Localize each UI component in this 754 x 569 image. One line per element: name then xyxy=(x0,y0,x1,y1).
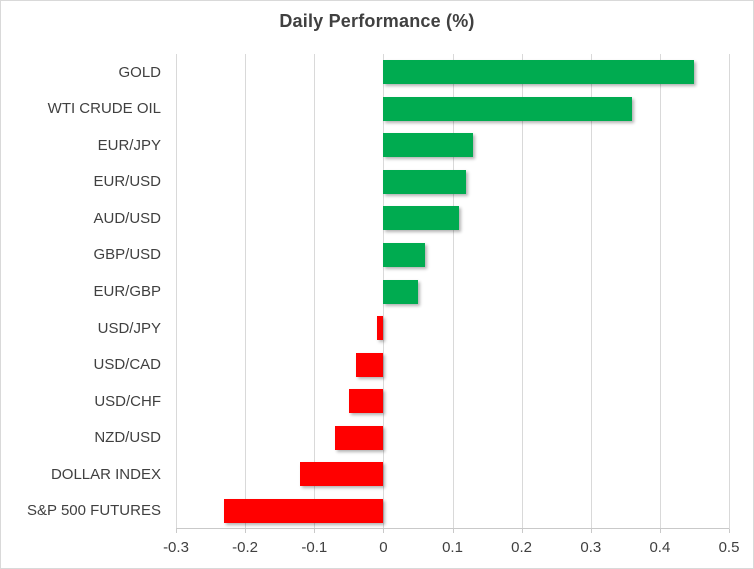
x-tick-label--0.1: -0.1 xyxy=(301,539,328,556)
gridline-0.5 xyxy=(729,54,730,529)
bar-dollar-index xyxy=(300,462,384,487)
gridline--0.3 xyxy=(176,54,177,529)
x-tick-label--0.2: -0.2 xyxy=(232,539,259,556)
category-label-s-p-500-futures: S&P 500 FUTURES xyxy=(27,502,161,520)
bar-nzd-usd xyxy=(335,425,384,450)
gridline--0.1 xyxy=(314,54,316,529)
axis-tick-0.5 xyxy=(729,529,730,533)
x-tick-label-0.2: 0.2 xyxy=(511,539,533,556)
bar-eur-usd xyxy=(383,169,467,194)
axis-tick-0.1 xyxy=(452,529,454,533)
x-tick-label-0.1: 0.1 xyxy=(442,539,463,556)
bar-eur-gbp xyxy=(383,279,418,304)
category-label-eur-usd: EUR/USD xyxy=(93,173,161,191)
bar-wti-crude-oil xyxy=(383,96,633,121)
gridline-0.3 xyxy=(590,54,592,529)
category-label-wti-crude-oil: WTI CRUDE OIL xyxy=(47,100,161,118)
gridline-0.4 xyxy=(659,54,661,529)
bar-s-p-500-futures xyxy=(224,498,384,523)
category-label-gbp-usd: GBP/USD xyxy=(93,246,161,264)
bar-aud-usd xyxy=(383,206,460,231)
category-label-usd-cad: USD/CAD xyxy=(93,356,161,374)
x-tick-label-0: 0 xyxy=(379,539,388,556)
gridline--0.2 xyxy=(245,54,247,529)
bar-usd-cad xyxy=(355,352,384,377)
axis-tick-0.3 xyxy=(590,529,592,533)
axis-tick-0.2 xyxy=(521,529,523,533)
x-axis-line xyxy=(176,528,729,529)
gridline-0.2 xyxy=(521,54,523,529)
axis-tick--0.2 xyxy=(245,529,247,533)
category-label-usd-chf: USD/CHF xyxy=(94,392,161,410)
plot-area xyxy=(176,54,730,533)
bar-usd-jpy xyxy=(376,316,384,340)
bar-eur-jpy xyxy=(383,133,474,158)
bar-gbp-usd xyxy=(383,243,425,267)
axis-tick-0 xyxy=(383,529,385,533)
category-label-aud-usd: AUD/USD xyxy=(93,209,161,227)
gridline-0.1 xyxy=(452,54,454,529)
x-tick-label--0.3: -0.3 xyxy=(163,539,189,556)
x-tick-label-0.3: 0.3 xyxy=(580,539,602,556)
bar-usd-chf xyxy=(348,389,384,414)
category-label-eur-jpy: EUR/JPY xyxy=(97,136,161,154)
x-tick-label-0.4: 0.4 xyxy=(649,539,671,556)
axis-tick-0.4 xyxy=(659,529,661,533)
x-tick-label-0.5: 0.5 xyxy=(718,539,740,556)
category-label-eur-gbp: EUR/GBP xyxy=(93,282,161,300)
category-label-nzd-usd: NZD/USD xyxy=(94,429,161,447)
axis-tick--0.3 xyxy=(176,529,177,533)
category-label-gold: GOLD xyxy=(118,63,161,81)
chart-title: Daily Performance (%) xyxy=(279,11,475,31)
axis-tick--0.1 xyxy=(314,529,316,533)
category-label-dollar-index: DOLLAR INDEX xyxy=(50,465,161,483)
category-label-usd-jpy: USD/JPY xyxy=(97,319,161,337)
bar-gold xyxy=(383,60,695,85)
